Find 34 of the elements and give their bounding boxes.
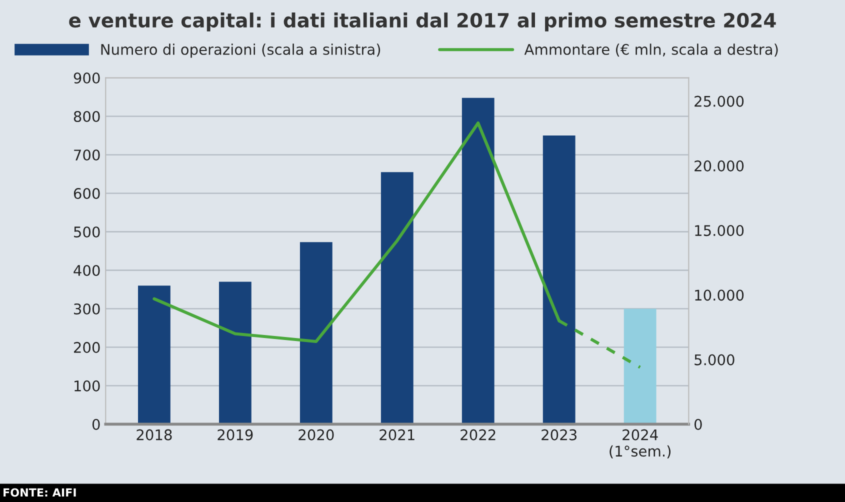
bar <box>380 172 414 424</box>
y-tick-label: 300 <box>74 303 100 314</box>
y2-tick-label: 10.000 <box>695 290 744 301</box>
y-tick-label: 900 <box>74 72 100 84</box>
y2-tick-label: 20.000 <box>694 160 744 172</box>
y-tick-label: 200 <box>74 342 100 353</box>
y2-tick-label: 5.000 <box>694 354 734 366</box>
legend-label: Numero di operazioni (scala a sinistra) <box>101 44 380 58</box>
x-tick-label: 2024 (1°sem.) <box>610 429 671 458</box>
y-tick-label: 800 <box>74 111 100 122</box>
y2-tick-label: 15.000 <box>695 225 744 236</box>
x-tick-label: 2020 <box>298 429 334 440</box>
y-tick-label: 600 <box>74 188 100 200</box>
bar <box>542 136 576 424</box>
bar <box>300 242 332 424</box>
y-tick-label: 0 <box>92 418 100 430</box>
bar <box>218 282 252 424</box>
legend-label: Ammontare (€ mln, scala a destra) <box>524 44 778 57</box>
x-tick-label: 2021 <box>380 429 414 440</box>
source-note: FONTE: AIFI <box>4 488 76 497</box>
y-tick-label: 500 <box>74 226 100 238</box>
bar <box>138 286 170 424</box>
x-tick-label: 2022 <box>460 429 496 440</box>
x-tick-label: 2019 <box>218 429 253 440</box>
x-tick-label: 2018 <box>136 429 172 440</box>
y-tick-label: 100 <box>74 380 100 392</box>
y2-tick-label: 25.000 <box>694 96 744 107</box>
bar <box>462 98 494 424</box>
x-tick-label: 2023 <box>542 429 576 440</box>
y-tick-label: 400 <box>74 264 100 276</box>
y-tick-label: 700 <box>74 150 100 161</box>
bar <box>624 308 656 424</box>
chart-title: e venture capital: i dati italiani dal 2017 al primo semestre 2024 <box>69 12 776 32</box>
y2-tick-label: 0 <box>694 418 702 430</box>
